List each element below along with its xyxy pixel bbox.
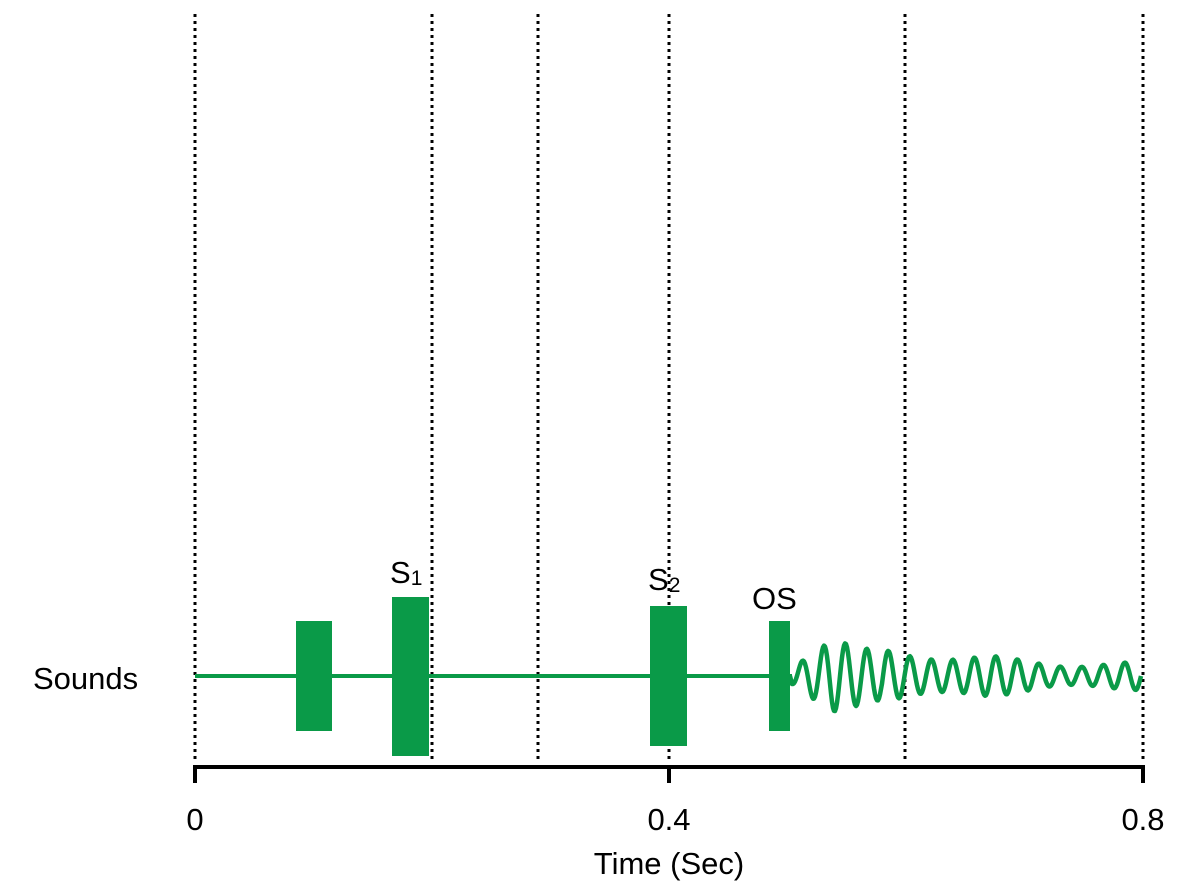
row-label-sounds: Sounds (33, 661, 138, 696)
x-axis: 0 0.4 0.8 Time (Sec) (186, 765, 1165, 881)
x-tick-label: 0.8 (1121, 802, 1164, 837)
s2-bar (650, 606, 687, 746)
s1-bar (392, 597, 429, 756)
a-wave-sound (296, 621, 332, 731)
diastolic-rumble-wave (787, 641, 1144, 714)
os-bar (769, 621, 790, 731)
event-label-s1: S1 (390, 555, 422, 590)
x-tick-label: 0 (186, 802, 203, 837)
event-label-s2: S2 (648, 562, 680, 597)
x-tick-label: 0.4 (647, 802, 690, 837)
sound-events (296, 597, 790, 756)
event-label-os: OS (752, 581, 797, 616)
x-axis-title: Time (Sec) (594, 846, 744, 881)
